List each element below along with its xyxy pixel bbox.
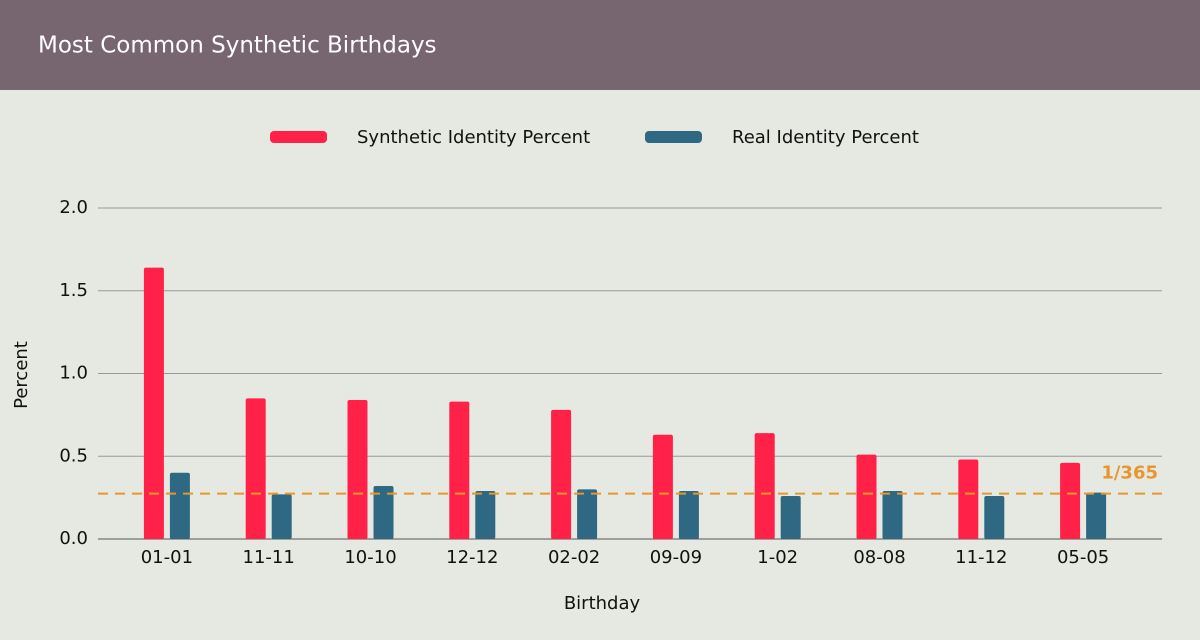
bar <box>373 486 394 539</box>
bar <box>169 472 190 539</box>
bar <box>1086 492 1107 539</box>
y-tick-label: 1.5 <box>59 280 88 301</box>
bar <box>1060 462 1081 539</box>
legend-swatch <box>645 131 702 143</box>
x-tick-label: 1-02 <box>757 547 798 568</box>
x-tick-label: 11-11 <box>243 547 295 568</box>
y-tick-label: 0.5 <box>59 445 88 466</box>
bar <box>347 399 368 539</box>
x-tick-label: 05-05 <box>1057 547 1109 568</box>
bar <box>271 494 292 539</box>
bar <box>475 491 496 539</box>
x-tick-label: 11-12 <box>955 547 1007 568</box>
bar <box>856 454 877 539</box>
bar <box>958 459 979 539</box>
bar <box>245 398 266 539</box>
x-tick-label: 02-02 <box>548 547 600 568</box>
x-tick-label: 01-01 <box>141 547 193 568</box>
reference-label: 1/365 <box>1101 463 1158 484</box>
bar <box>577 489 598 539</box>
chart-title: Most Common Synthetic Birthdays <box>38 33 437 59</box>
y-axis-title: Percent <box>11 341 32 409</box>
bar <box>882 491 903 539</box>
legend-label: Synthetic Identity Percent <box>357 127 590 148</box>
x-tick-label: 10-10 <box>344 547 396 568</box>
x-tick-label: 12-12 <box>446 547 498 568</box>
bar <box>754 433 775 539</box>
bar <box>551 409 572 539</box>
bar <box>652 434 673 539</box>
legend-label: Real Identity Percent <box>732 127 919 148</box>
bar <box>449 401 470 539</box>
bar <box>143 267 164 539</box>
legend-swatch <box>270 131 327 143</box>
bar <box>984 495 1005 539</box>
header <box>0 0 1200 90</box>
bar <box>780 495 801 539</box>
x-tick-label: 08-08 <box>853 547 905 568</box>
y-tick-label: 2.0 <box>59 197 88 218</box>
y-tick-label: 1.0 <box>59 363 88 384</box>
bar <box>678 491 699 539</box>
x-tick-label: 09-09 <box>650 547 702 568</box>
x-axis-title: Birthday <box>564 593 641 614</box>
y-tick-label: 0.0 <box>59 528 88 549</box>
